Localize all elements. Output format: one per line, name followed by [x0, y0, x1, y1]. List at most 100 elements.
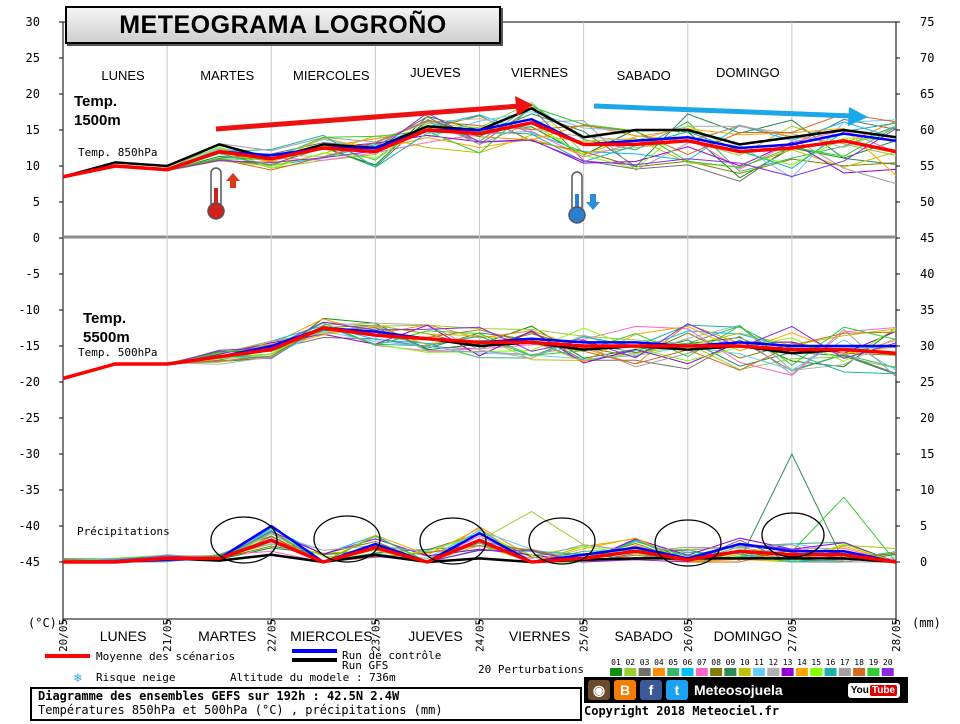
perturbation-id: 05 — [668, 658, 678, 667]
date-label: 21/05 — [161, 619, 174, 652]
right-tick-label: 15 — [920, 447, 934, 461]
right-tick-label: 30 — [920, 339, 934, 353]
perturbation-swatch — [781, 668, 794, 676]
perturbation-swatch — [853, 668, 866, 676]
day-label-top: MIERCOLES — [293, 68, 370, 83]
perturbation-id: 02 — [625, 658, 635, 667]
right-tick-label: 40 — [920, 267, 934, 281]
twitter-icon[interactable]: t — [666, 680, 688, 700]
perturbation-id: 10 — [740, 658, 750, 667]
right-tick-label: 35 — [920, 303, 934, 317]
left-tick-label: -20 — [18, 375, 40, 389]
left-tick-label: 0 — [33, 231, 40, 245]
temp-1500-label-2: 1500m — [74, 112, 121, 129]
perturbation-id: 09 — [726, 658, 736, 667]
perturbation-id: 06 — [683, 658, 693, 667]
perturbation-swatch — [753, 668, 765, 676]
left-axis: 30 25 20 15 10 5 0 -5 -10 -15 -20 -25 -30 -35 -40 -45 — [18, 15, 63, 569]
precip-circles — [210, 512, 825, 567]
perturbation-swatch — [867, 668, 880, 676]
perturbation-swatch — [624, 668, 637, 676]
youtube-icon[interactable]: You Tube — [847, 682, 900, 698]
date-label: 26/05 — [682, 619, 695, 652]
left-axis-unit: (°C) — [28, 616, 57, 630]
page-title: METEOGRAMA LOGROÑO — [119, 10, 447, 39]
right-tick-label: 65 — [920, 87, 934, 101]
day-label-top: JUEVES — [410, 65, 461, 80]
right-tick-label: 0 — [920, 555, 927, 569]
date-label: 23/05 — [369, 619, 382, 652]
perturbation-id: 03 — [640, 658, 650, 667]
youtube-you: You — [850, 684, 869, 696]
right-tick-label: 20 — [920, 411, 934, 425]
perturbation-id: 11 — [754, 658, 764, 667]
date-label: 24/05 — [474, 619, 487, 652]
date-label: 22/05 — [265, 619, 278, 652]
perturbation-swatch — [724, 668, 737, 676]
perturbation-id: 01 — [611, 658, 621, 667]
left-tick-label: -5 — [26, 267, 40, 281]
day-label-bottom: DOMINGO — [714, 628, 783, 644]
brand-name: Meteosojuela — [694, 682, 783, 698]
left-tick-label: -45 — [18, 555, 40, 569]
right-tick-label: 60 — [920, 123, 934, 137]
day-label-bottom: MARTES — [198, 628, 256, 644]
day-label-bottom: JUEVES — [408, 628, 462, 644]
left-tick-label: 15 — [26, 123, 40, 137]
perturbation-swatch — [610, 668, 622, 676]
perturbation-id: 12 — [768, 658, 778, 667]
day-label-bottom: SABADO — [615, 628, 673, 644]
perturbation-id: 07 — [697, 658, 707, 667]
label-precip: Précipitations — [77, 525, 170, 538]
left-tick-label: 20 — [26, 87, 40, 101]
date-label: 25/05 — [578, 619, 591, 652]
left-tick-label: -40 — [18, 519, 40, 533]
precip-circle — [528, 517, 596, 565]
right-axis-unit: (mm) — [912, 616, 941, 630]
precip-circle — [654, 519, 722, 567]
perturbation-id: 14 — [797, 658, 807, 667]
perturbation-id: 18 — [854, 658, 864, 667]
perturbation-swatch — [681, 668, 694, 676]
youtube-tube: Tube — [869, 684, 897, 696]
right-tick-label: 5 — [920, 519, 927, 533]
day-label-top: VIERNES — [511, 65, 568, 80]
series-line — [63, 538, 897, 564]
right-tick-label: 70 — [920, 51, 934, 65]
right-tick-label: 55 — [920, 159, 934, 173]
blogger-icon[interactable]: B — [614, 680, 636, 700]
precip-circle — [761, 512, 825, 558]
perturbation-id: 13 — [783, 658, 793, 667]
perturbation-id: 19 — [869, 658, 879, 667]
perturbation-500-line — [62, 322, 897, 379]
date-labels: 20/05 21/05 22/05 23/05 24/05 25/05 26/05 27/05… — [57, 619, 903, 652]
date-label: 20/05 — [57, 619, 70, 652]
day-separators — [62, 22, 897, 624]
perturbation-id: 04 — [654, 658, 664, 667]
legend: Moyenne des scénarios Run de contrôle Ru… — [45, 649, 894, 686]
perturbation-id: 08 — [711, 658, 721, 667]
perturbation-swatch — [738, 668, 751, 676]
day-label-top: DOMINGO — [716, 65, 780, 80]
day-label-bottom: VIERNES — [509, 628, 570, 644]
camera-icon[interactable]: ◉ — [588, 680, 610, 700]
fall-arrow — [593, 103, 868, 126]
left-tick-label: -30 — [18, 447, 40, 461]
main-series — [62, 107, 897, 564]
day-labels-bottom: LUNES MARTES MIERCOLES JUEVES VIERNES SABADO D… — [100, 628, 782, 644]
temp-1500-label: Temp. — [74, 93, 117, 110]
caption-line-1: Diagramme des ensembles GEFS sur 192h : … — [38, 689, 400, 703]
left-tick-label: 5 — [33, 195, 40, 209]
precip-circle — [210, 516, 278, 564]
legend-altitude-label: Altitude du modele : 736m — [230, 671, 396, 684]
thermometer-down-icon — [568, 171, 600, 224]
left-tick-label: -15 — [18, 339, 40, 353]
perturbation-850-line — [62, 106, 897, 177]
perturbation-swatch — [767, 668, 780, 676]
perturbation-swatch — [881, 668, 894, 676]
precip-circle — [313, 515, 381, 563]
facebook-icon[interactable]: f — [640, 680, 662, 700]
label-500: Temp. 500hPa — [78, 346, 157, 359]
